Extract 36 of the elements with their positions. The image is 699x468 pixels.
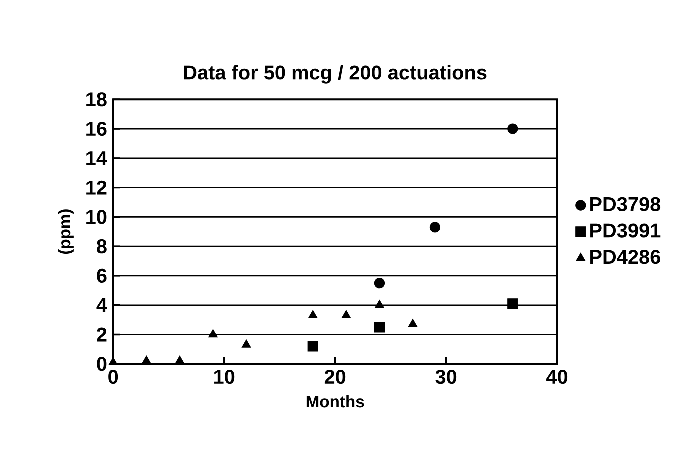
point <box>375 300 384 308</box>
point <box>508 298 518 310</box>
point <box>308 341 318 352</box>
point <box>374 322 386 333</box>
point <box>142 356 152 364</box>
legend-label: PD3991 <box>590 224 661 238</box>
chart-title: Data for 50 mcg / 200 actuations <box>184 65 487 84</box>
x-tick-label: 20 <box>324 370 346 384</box>
y-tick-label: 16 <box>86 122 107 136</box>
y-tick-label: 14 <box>86 152 108 166</box>
y-tick-label: 12 <box>86 180 107 195</box>
legend-label: PD4286 <box>590 250 660 264</box>
y-tick-label: 6 <box>97 268 107 283</box>
point <box>508 124 518 134</box>
point <box>208 329 218 338</box>
legend-label: PD3798 <box>590 197 661 212</box>
point <box>408 319 418 328</box>
x-tick-label: 40 <box>546 370 568 384</box>
x-tick-label: 10 <box>214 370 235 384</box>
y-axis-title: (ppm) <box>58 210 74 254</box>
point <box>308 310 318 318</box>
y-tick-label: 2 <box>97 328 107 342</box>
point <box>175 356 185 364</box>
x-tick-label: 0 <box>108 370 118 384</box>
y-tick-label: 8 <box>97 240 107 254</box>
x-axis-title: Months <box>306 396 364 408</box>
point <box>108 357 118 366</box>
y-tick-label: 18 <box>86 92 107 107</box>
y-tick-label: 4 <box>96 298 108 312</box>
point <box>430 222 441 233</box>
point <box>342 310 352 318</box>
y-tick-label: 0 <box>97 357 107 372</box>
point <box>374 278 386 289</box>
x-tick-label: 30 <box>436 370 457 384</box>
point <box>242 340 252 348</box>
y-tick-label: 10 <box>86 210 107 224</box>
